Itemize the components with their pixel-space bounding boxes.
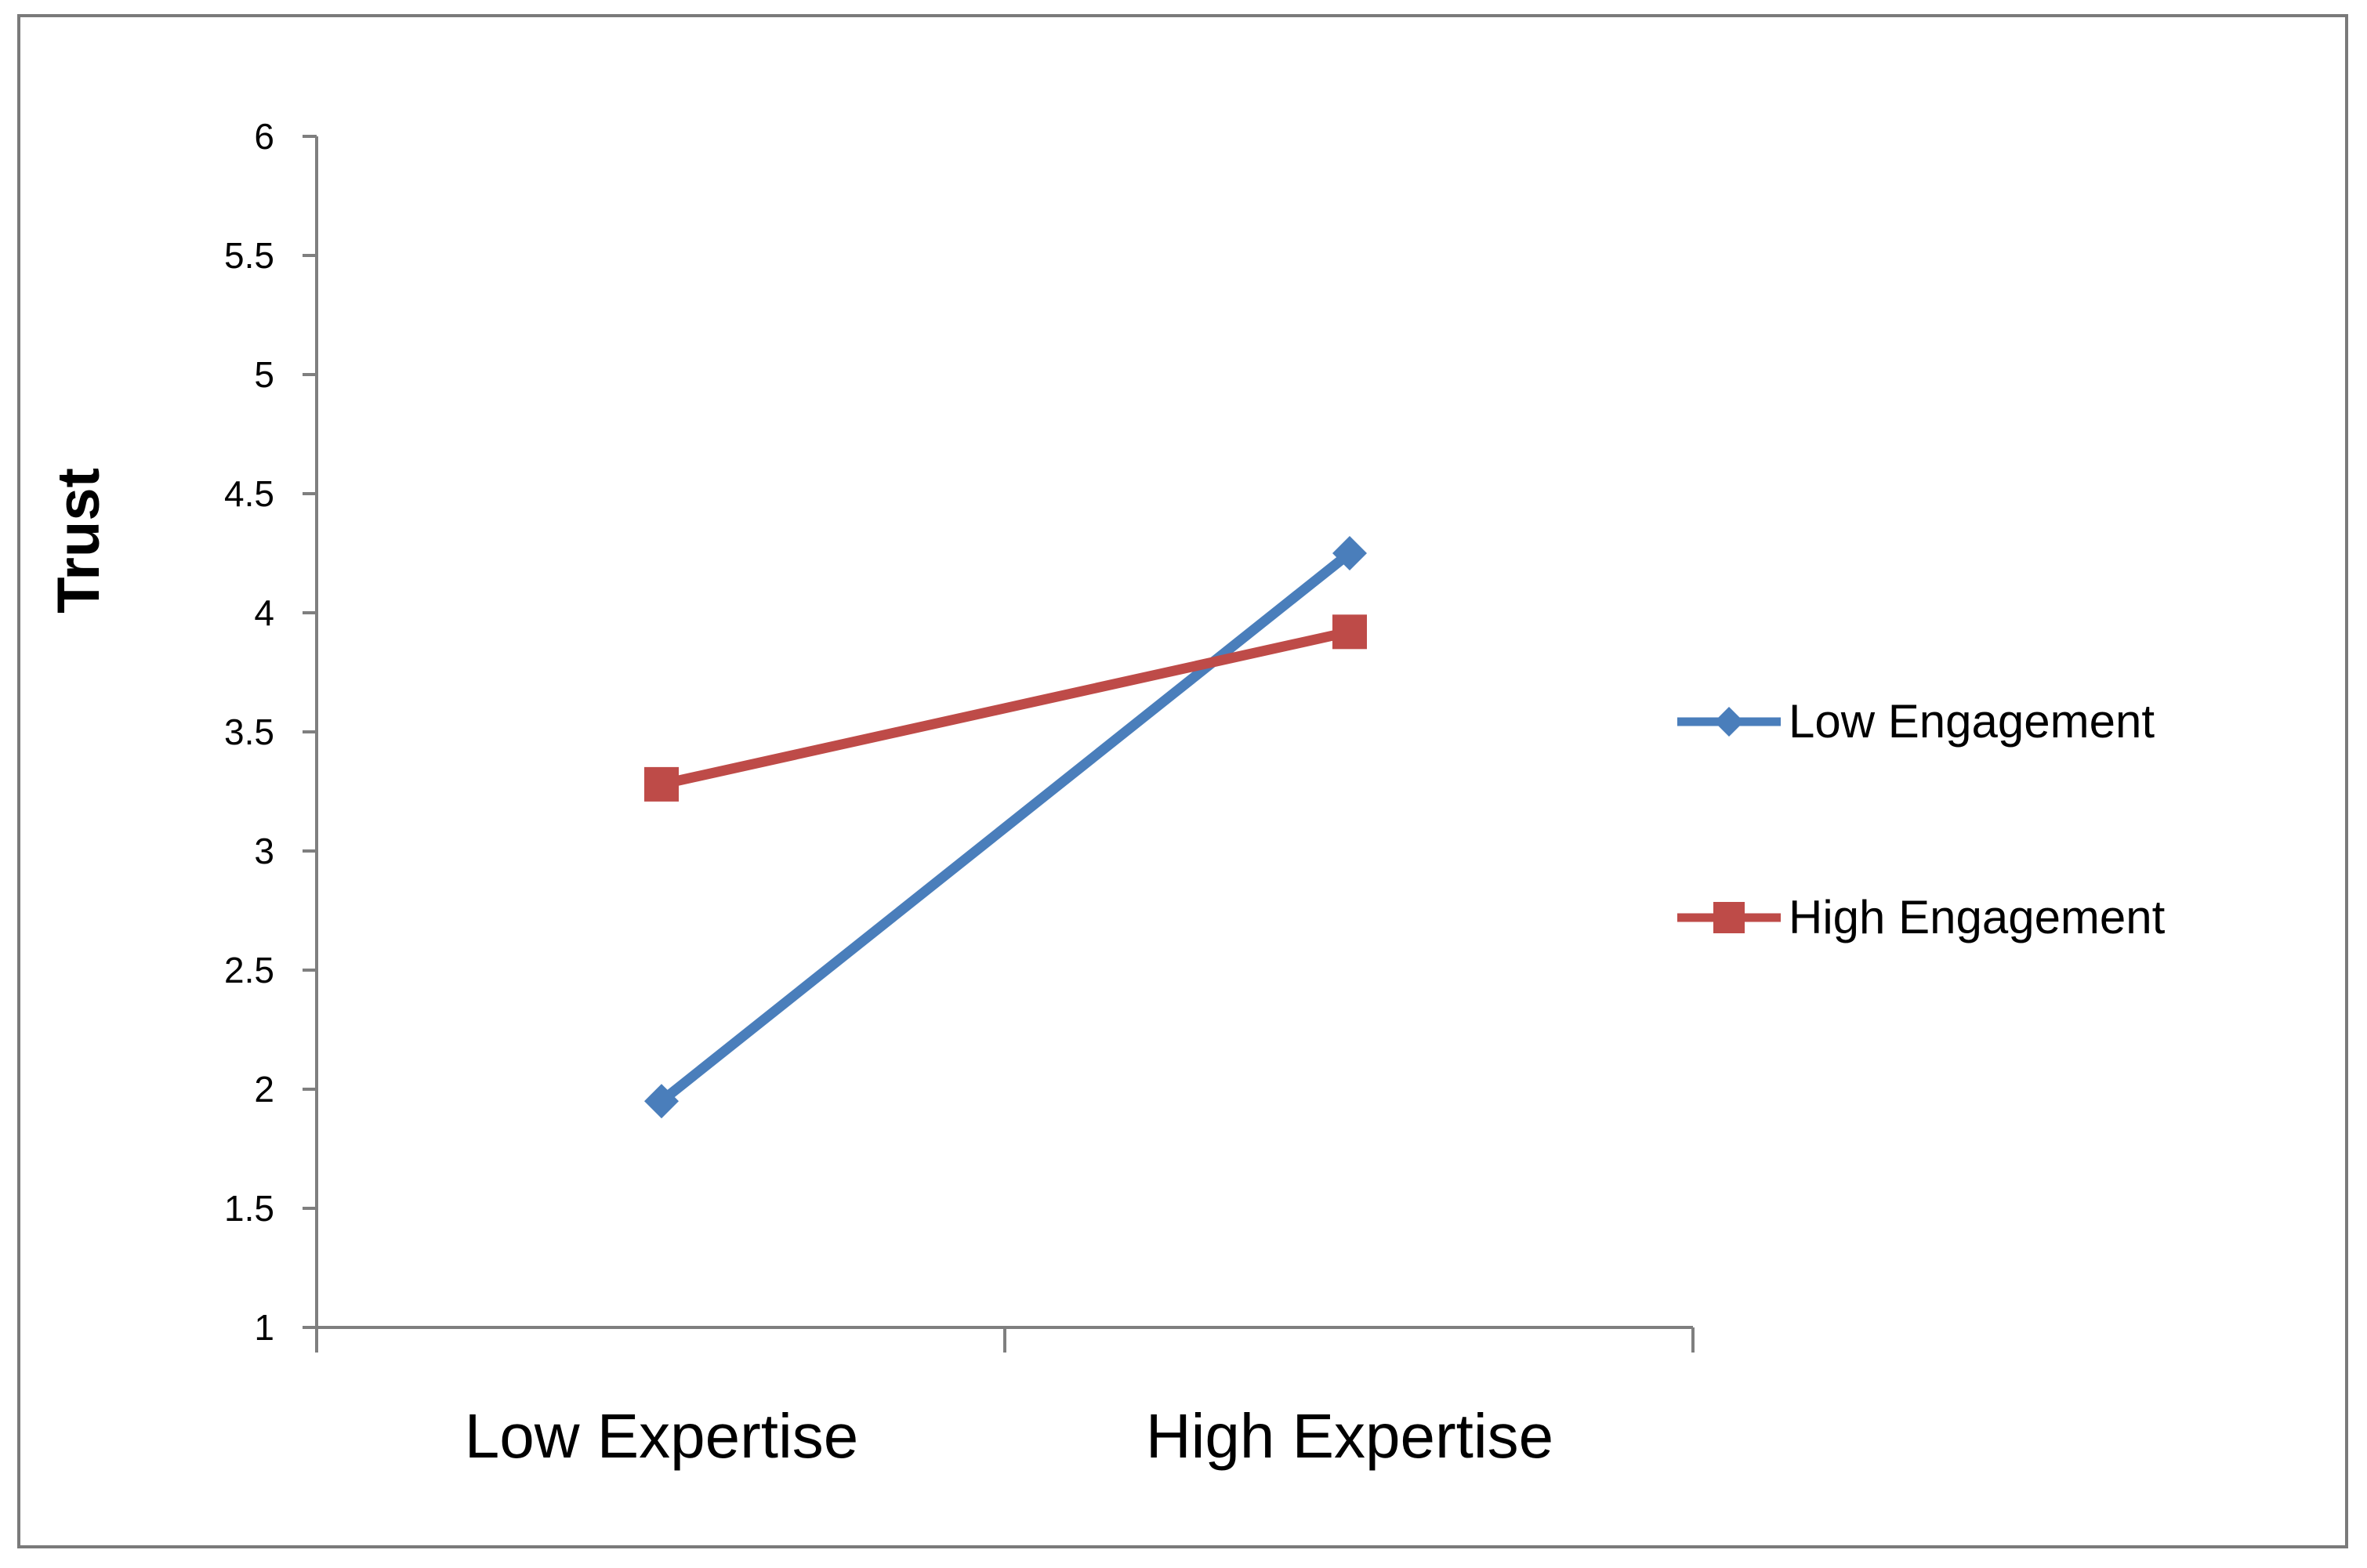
y-tick-label: 3 bbox=[254, 831, 274, 871]
axes bbox=[315, 136, 1693, 1329]
series-line bbox=[660, 626, 1351, 790]
y-tick-label: 2 bbox=[254, 1069, 274, 1110]
y-tick-label: 6 bbox=[254, 116, 274, 157]
legend-label: High Engagement bbox=[1789, 891, 2166, 943]
data-point bbox=[1332, 614, 1367, 650]
series-line bbox=[658, 549, 1354, 1106]
x-category-label: Low Expertise bbox=[465, 1401, 858, 1471]
legend-marker bbox=[1713, 902, 1745, 933]
chart-frame bbox=[17, 14, 2348, 1548]
y-tick-label: 2.5 bbox=[224, 950, 274, 990]
y-axis-title: Trust bbox=[45, 468, 112, 614]
series-2 bbox=[644, 614, 1367, 802]
series-layer bbox=[644, 536, 1367, 1119]
y-tick-label: 1.5 bbox=[224, 1188, 274, 1229]
y-axis-ticks: 1 1.5 2 2.5 3 3.5 4 4.5 5 5.5 6 bbox=[224, 116, 317, 1348]
y-tick-label: 1 bbox=[254, 1307, 274, 1348]
legend-entry-2: High Engagement bbox=[1677, 891, 2166, 943]
y-tick-label: 5 bbox=[254, 354, 274, 395]
data-point bbox=[1332, 536, 1367, 570]
x-category-label: High Expertise bbox=[1146, 1401, 1553, 1471]
legend-label: Low Engagement bbox=[1789, 695, 2155, 748]
x-axis-ticks: Low Expertise High Expertise bbox=[315, 1327, 1695, 1471]
legend: Low Engagement High Engagement bbox=[1677, 695, 2166, 943]
y-tick-label: 4 bbox=[254, 592, 274, 633]
y-tick-label: 3.5 bbox=[224, 712, 274, 752]
y-tick-label: 5.5 bbox=[224, 235, 274, 276]
legend-marker bbox=[1714, 707, 1744, 737]
data-point bbox=[644, 766, 679, 802]
series-1 bbox=[644, 536, 1367, 1119]
data-point bbox=[644, 1084, 679, 1119]
y-tick-label: 4.5 bbox=[224, 473, 274, 514]
legend-entry-1: Low Engagement bbox=[1677, 695, 2155, 748]
